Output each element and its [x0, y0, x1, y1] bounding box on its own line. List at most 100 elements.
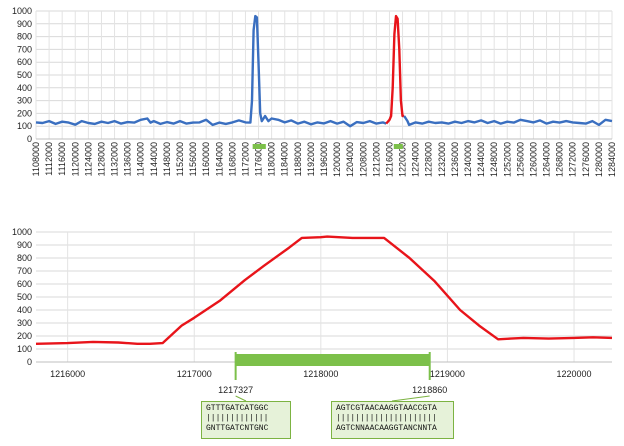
top-series-line [385, 14, 405, 125]
top-x-tick: 1264000 [542, 142, 552, 177]
seq-right-line3: AGTCNNAACAAGGTANCNNTA [336, 424, 437, 433]
top-x-tick: 1272000 [568, 142, 578, 177]
top-x-tick: 1148000 [162, 142, 172, 176]
top-x-tick: 1236000 [450, 142, 460, 177]
top-x-tick: 1252000 [502, 142, 512, 177]
top-x-tick: 1152000 [175, 142, 185, 176]
bottom-y-tick: 1000 [12, 227, 32, 237]
top-x-tick: 1168000 [227, 142, 237, 176]
top-x-tick: 1172000 [240, 142, 250, 176]
bottom-annotation-label: 1218860 [412, 385, 447, 395]
top-x-tick: 1124000 [83, 142, 93, 176]
top-x-tick: 1248000 [489, 142, 499, 177]
bottom-y-tick: 200 [17, 331, 32, 341]
bottom-x-tick: 1220000 [556, 369, 591, 379]
bottom-x-tick: 1219000 [430, 369, 465, 379]
top-region-bar [393, 144, 403, 149]
bottom-series-line [35, 235, 613, 345]
top-y-tick: 500 [17, 70, 32, 80]
top-x-tick: 1136000 [123, 142, 133, 176]
top-x-tick: 1176000 [254, 142, 264, 176]
top-region-bar [252, 144, 266, 149]
top-chart: 0 100 200 300 400 500 600 700 800 900 1000 1108000… [12, 6, 617, 177]
bottom-grid [36, 231, 612, 363]
seq-right-line2: ||||||||||||||||||||| [336, 414, 437, 423]
bottom-y-tick: 800 [17, 253, 32, 263]
top-x-tick: 1240000 [463, 142, 473, 177]
sequence-box-left: GTTTGATCATGGC ||||||||||||| GNTTGATCNTGN… [201, 401, 291, 439]
top-bars [252, 144, 403, 149]
bottom-x-tick: 1217000 [177, 369, 212, 379]
top-x-tick: 1212000 [371, 142, 381, 177]
bottom-y-ticks: 0 100 200 300 400 500 600 700 800 900 1000 [12, 227, 32, 367]
seq-left-line2: ||||||||||||| [206, 414, 269, 423]
top-y-ticks: 0 100 200 300 400 500 600 700 800 900 1000 [12, 6, 32, 144]
top-x-tick: 1284000 [607, 142, 617, 177]
bottom-y-tick: 700 [17, 266, 32, 276]
top-y-tick: 200 [17, 108, 32, 118]
bottom-x-tick: 1218000 [303, 369, 338, 379]
top-x-tick: 1232000 [437, 142, 447, 177]
bottom-y-tick: 400 [17, 305, 32, 315]
sequence-box-right: AGTCGTAACAAGGTAACCGTA ||||||||||||||||||… [331, 401, 454, 439]
bottom-region-bar [235, 354, 430, 366]
top-x-tick: 1144000 [149, 142, 159, 176]
connector-right [391, 395, 430, 402]
top-x-tick: 1140000 [136, 142, 146, 176]
top-series [35, 14, 613, 128]
seq-right-line1: AGTCGTAACAAGGTAACCGTA [336, 404, 437, 413]
top-x-tick: 1196000 [319, 142, 329, 176]
top-series-line [35, 14, 387, 128]
bottom-y-tick: 600 [17, 279, 32, 289]
top-x-tick: 1120000 [70, 142, 80, 176]
bottom-y-tick: 500 [17, 292, 32, 302]
bottom-x-ticks: 1216000 1217000 1218000 1219000 1220000 [50, 369, 591, 379]
top-x-tick: 1184000 [280, 142, 290, 176]
top-x-tick: 1180000 [267, 142, 277, 176]
top-y-tick: 800 [17, 32, 32, 42]
top-x-tick: 1128000 [96, 142, 106, 176]
top-y-tick: 1000 [12, 6, 32, 16]
top-x-tick: 1108000 [31, 142, 41, 176]
top-y-tick: 700 [17, 44, 32, 54]
seq-left-line1: GTTTGATCATGGC [206, 404, 269, 413]
top-x-tick: 1280000 [594, 142, 604, 177]
top-y-tick: 600 [17, 57, 32, 67]
top-series-line [403, 115, 613, 127]
top-x-tick: 1220000 [398, 142, 408, 177]
bottom-x-tick: 1216000 [50, 369, 85, 379]
top-x-tick: 1268000 [555, 142, 565, 177]
top-x-tick: 1208000 [358, 142, 368, 177]
top-x-tick: 1204000 [345, 142, 355, 177]
top-x-tick: 1156000 [188, 142, 198, 176]
top-x-tick: 1260000 [528, 142, 538, 177]
top-x-tick: 1132000 [110, 142, 120, 176]
top-y-tick: 900 [17, 19, 32, 29]
top-x-tick: 1256000 [515, 142, 525, 177]
top-x-tick: 1116000 [57, 142, 67, 176]
bottom-y-tick: 100 [17, 344, 32, 354]
top-y-tick: 100 [17, 121, 32, 131]
top-x-tick: 1276000 [581, 142, 591, 177]
top-x-tick: 1244000 [476, 142, 486, 177]
top-x-tick: 1160000 [201, 142, 211, 176]
top-x-tick: 1216000 [384, 142, 394, 177]
top-y-tick: 0 [27, 134, 32, 144]
top-x-tick: 1228000 [424, 142, 434, 177]
top-x-tick: 1200000 [332, 142, 342, 177]
top-x-tick: 1164000 [214, 142, 224, 176]
bottom-y-tick: 300 [17, 318, 32, 328]
top-x-tick: 1192000 [306, 142, 316, 176]
top-x-tick: 1112000 [44, 142, 54, 176]
top-x-tick: 1188000 [293, 142, 303, 176]
bottom-y-tick: 0 [27, 357, 32, 367]
bottom-series [35, 235, 613, 345]
bottom-bar [234, 352, 431, 380]
top-y-tick: 400 [17, 83, 32, 93]
bottom-chart: 0 100 200 300 400 500 600 700 800 900 1000 1216000… [12, 227, 613, 395]
bottom-y-tick: 900 [17, 240, 32, 250]
sequence-connectors [235, 395, 430, 402]
top-x-ticks: 1108000 1112000 1116000 1120000 1124000 11280… [31, 142, 617, 177]
top-x-tick: 1224000 [411, 142, 421, 177]
bottom-annotation-label: 1217327 [218, 385, 253, 395]
